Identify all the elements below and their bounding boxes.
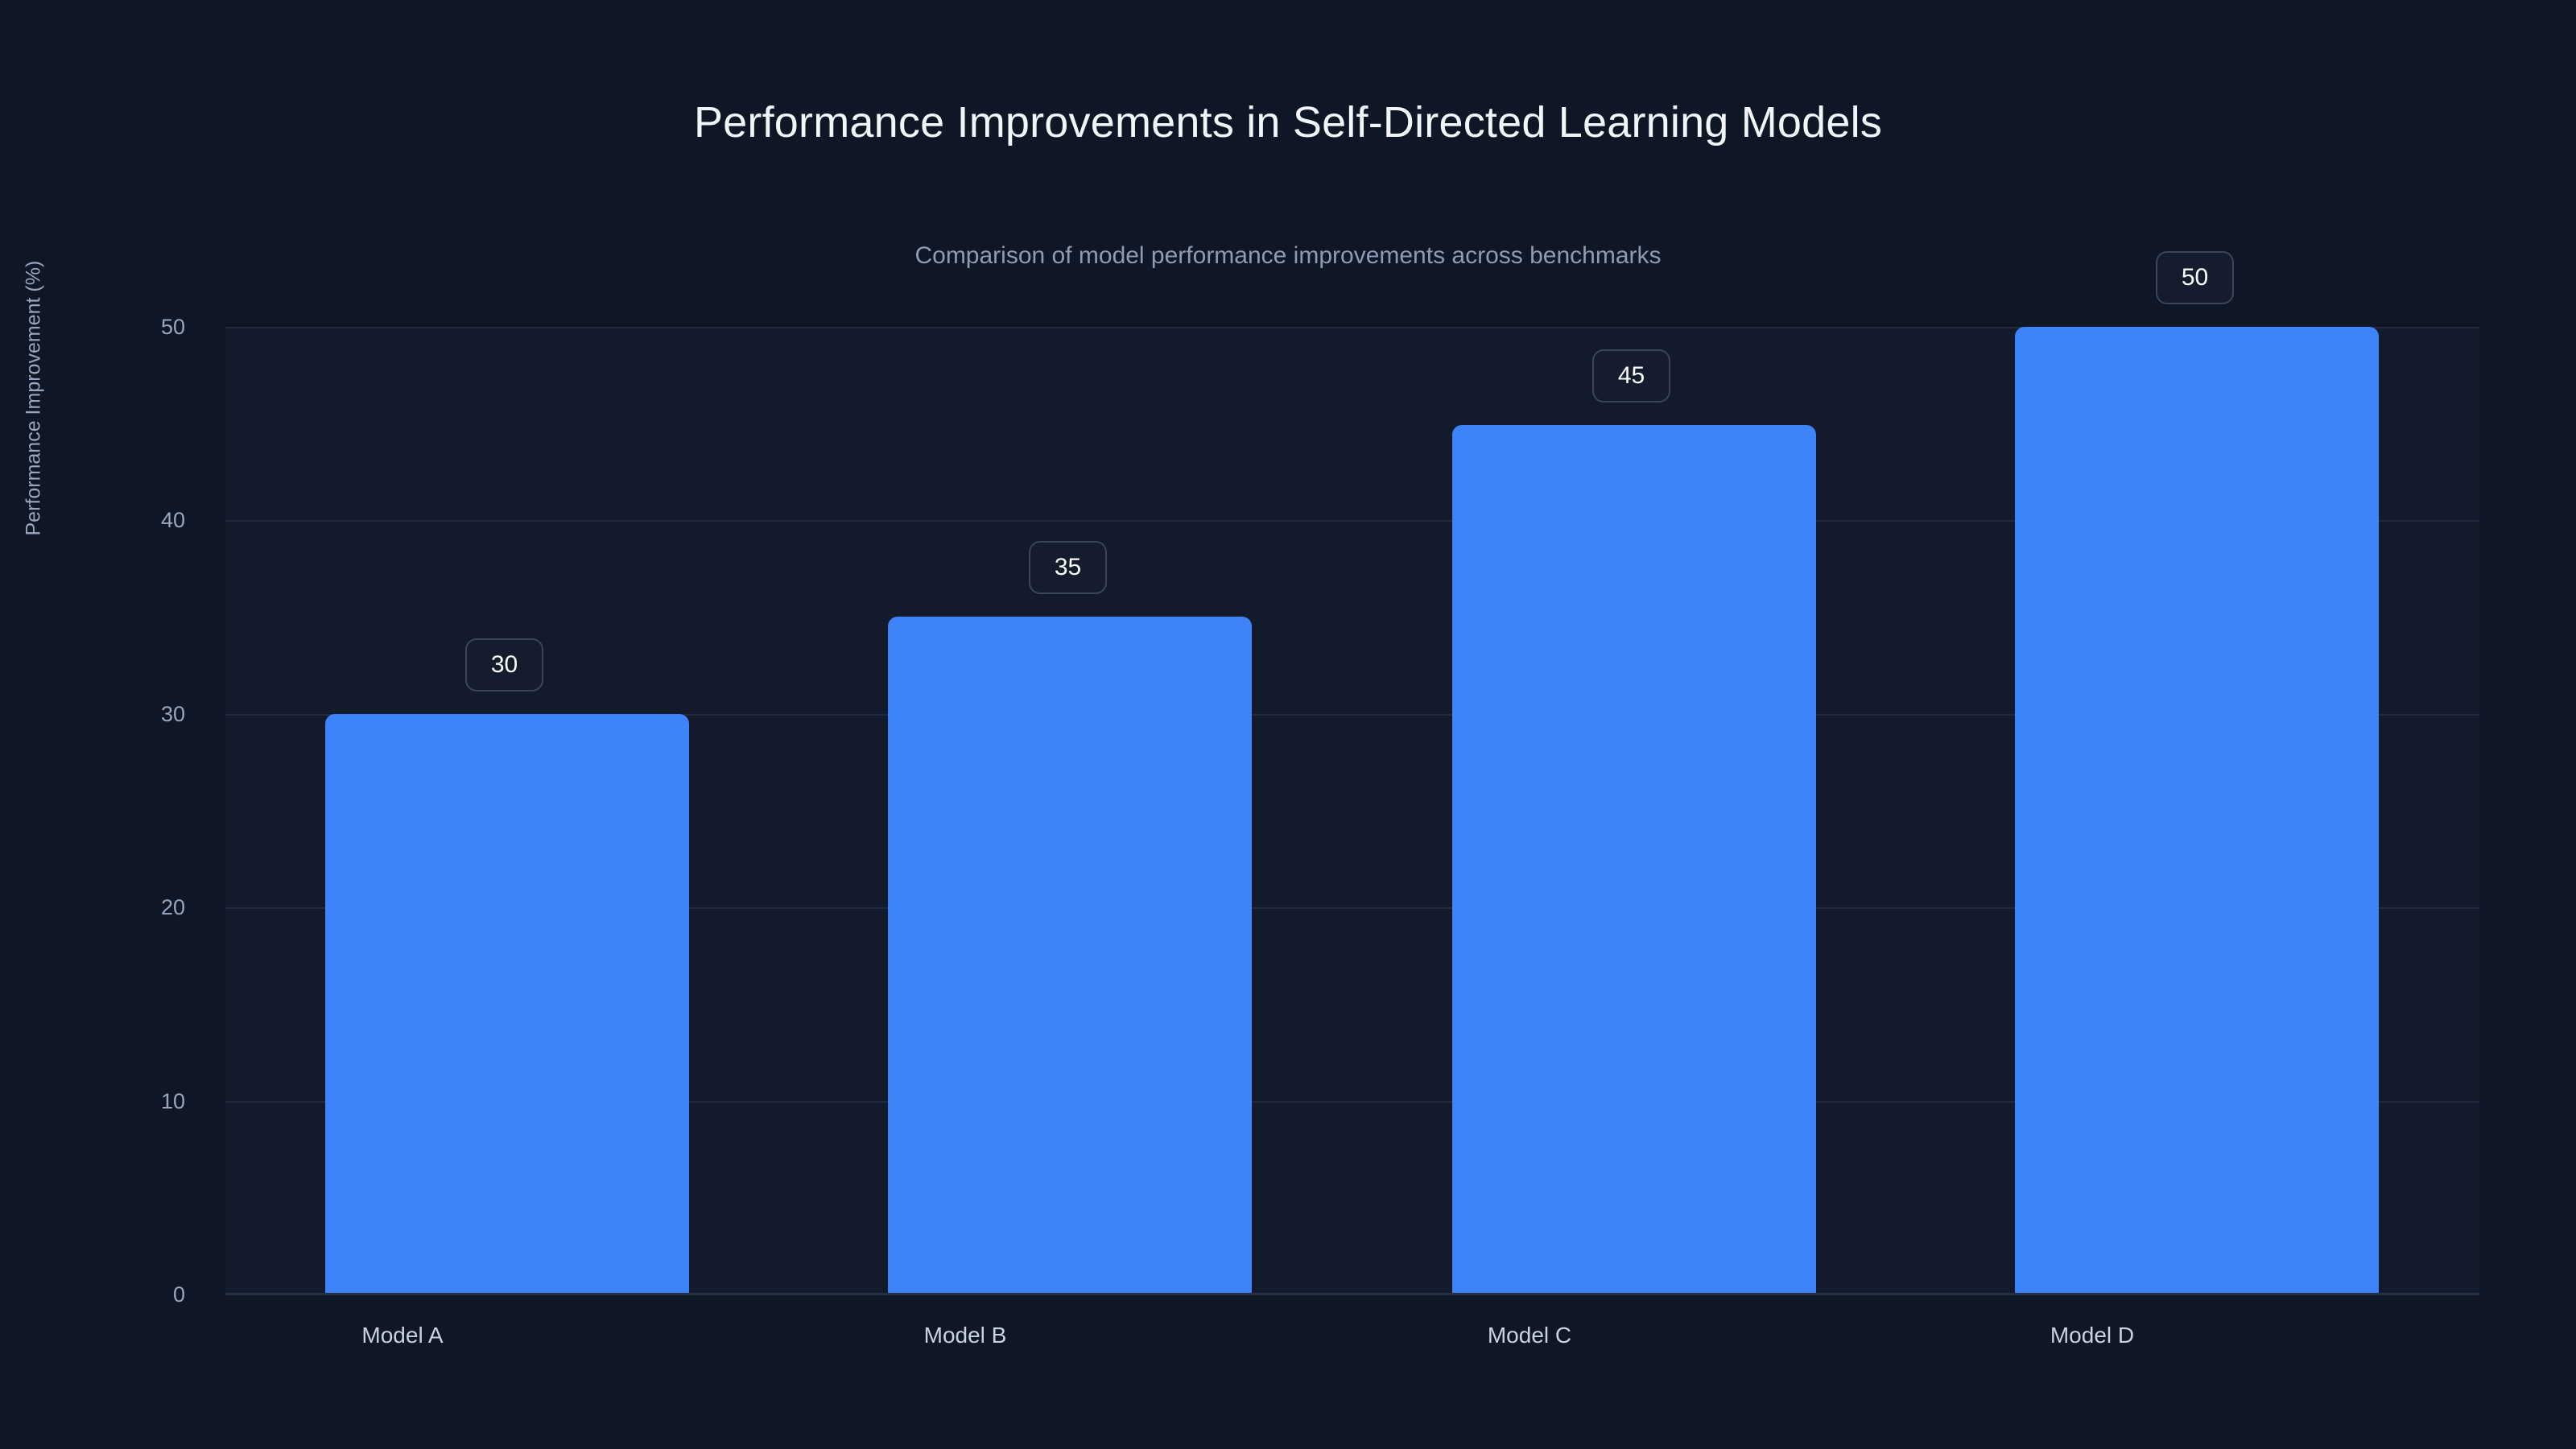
x-tick-label-model-b: Model B xyxy=(923,1323,1007,1348)
bar-model-b[interactable] xyxy=(888,617,1252,1294)
y-tick-label-0: 0 xyxy=(172,1282,185,1307)
value-badge-model-d: 50 xyxy=(2156,251,2234,304)
x-axis-line xyxy=(225,1293,2479,1295)
chart-subtitle: Comparison of model performance improvem… xyxy=(914,242,1662,269)
value-badge-model-a: 30 xyxy=(465,638,543,691)
plot-area xyxy=(225,327,2479,1294)
x-tick-label-model-a: Model A xyxy=(361,1323,444,1348)
value-badge-model-c: 45 xyxy=(1592,349,1670,402)
gridline-10 xyxy=(225,1101,2479,1103)
bar-model-c[interactable] xyxy=(1452,425,1816,1294)
x-tick-label-model-d: Model D xyxy=(2050,1323,2135,1348)
y-tick-label-30: 30 xyxy=(160,702,185,726)
gridline-50 xyxy=(225,327,2479,328)
x-tick-label-model-c: Model C xyxy=(1487,1323,1572,1348)
gridline-20 xyxy=(225,907,2479,909)
value-badge-model-b: 35 xyxy=(1029,541,1107,594)
bar-model-d[interactable] xyxy=(2015,327,2379,1294)
y-axis-title: Performance Improvement (%) xyxy=(22,260,45,536)
y-tick-label-50: 50 xyxy=(160,315,185,339)
chart-title: Performance Improvements in Self-Directe… xyxy=(693,98,1883,147)
y-tick-label-10: 10 xyxy=(160,1089,185,1113)
y-tick-label-40: 40 xyxy=(160,508,185,532)
gridline-30 xyxy=(225,714,2479,716)
bar-model-a[interactable] xyxy=(325,714,689,1294)
y-tick-label-20: 20 xyxy=(160,895,185,919)
gridline-40 xyxy=(225,520,2479,522)
